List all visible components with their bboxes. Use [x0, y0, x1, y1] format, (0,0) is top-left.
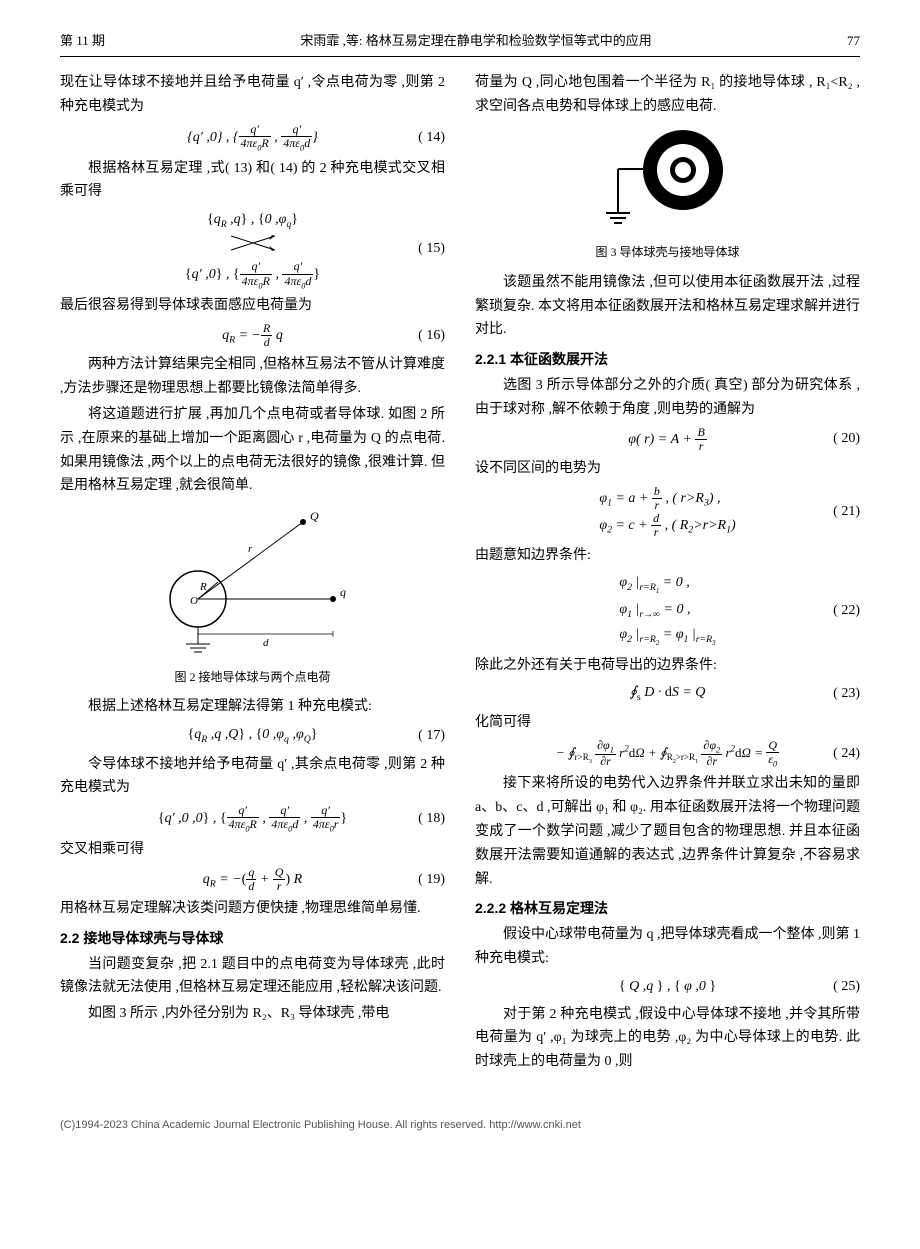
subhead-2-2-2: 2.2.2 格林互易定理法 [475, 897, 860, 921]
label-d: d [263, 637, 269, 649]
equation-21: φ1 = a + br , ( r>R3) , φ2 = c + dr , ( … [475, 485, 860, 540]
subhead-2-2-1: 2.2.1 本征函数展开法 [475, 348, 860, 372]
equation-15: {qR ,q} , {0 ,φq} {q′ ,0} , {q′4πε0R , q… [60, 208, 445, 290]
eqnum: ( 21) [833, 500, 860, 524]
figure-3 [475, 125, 860, 239]
eqnum: ( 16) [418, 324, 445, 348]
figure-2-caption: 图 2 接地导体球与两个点电荷 [60, 667, 445, 687]
cross-icon [223, 234, 283, 252]
eqnum: ( 14) [418, 126, 445, 150]
para: 设不同区间的电势为 [475, 457, 860, 481]
label-R: R [199, 581, 207, 593]
eqnum: ( 20) [833, 427, 860, 451]
para: 当问题变复杂 ,把 2.1 题目中的点电荷变为导体球壳 ,此时镜像法就无法使用 … [60, 953, 445, 1001]
header-title: 宋雨霏 ,等: 格林互易定理在静电学和检验数学恒等式中的应用 [300, 30, 651, 52]
para: 交叉相乘可得 [60, 838, 445, 862]
eqnum: ( 23) [833, 682, 860, 706]
para: 两种方法计算结果完全相同 ,但格林互易法不管从计算难度 ,方法步骤还是物理思想上… [60, 353, 445, 401]
eqnum: ( 17) [418, 724, 445, 748]
right-column: 荷量为 Q ,同心地包围着一个半径为 R₁ 的接地导体球 , R₁<R₂ ,求空… [475, 71, 860, 1076]
para: 该题虽然不能用镜像法 ,但可以使用本征函数展开法 ,过程繁琐复杂. 本文将用本征… [475, 271, 860, 342]
para: 对于第 2 种充电模式 ,假设中心导体球不接地 ,并令其所带电荷量为 q′ ,φ… [475, 1003, 860, 1074]
para: 将这道题进行扩展 ,再加几个点电荷或者导体球. 如图 2 所示 ,在原来的基础上… [60, 403, 445, 498]
para: 假设中心球带电荷量为 q ,把导体球壳看成一个整体 ,则第 1 种充电模式: [475, 923, 860, 971]
para: 选图 3 所示导体部分之外的介质( 真空) 部分为研究体系 ,由于球对称 ,解不… [475, 374, 860, 422]
para: 用格林互易定理解决该类问题方便快捷 ,物理思维简单易懂. [60, 897, 445, 921]
equation-23: ∮s D · dS = Q ( 23) [475, 681, 860, 706]
eqnum: ( 19) [418, 868, 445, 892]
header-pagenum: 77 [847, 30, 860, 52]
eqnum: ( 15) [418, 237, 445, 261]
header-issue: 第 11 期 [60, 30, 105, 52]
para: 由题意知边界条件: [475, 544, 860, 568]
equation-24: − ∮r>R3 ∂φ1∂r r2dΩ + ∮R2>r>R1 ∂φ2∂r r2dΩ… [475, 739, 860, 769]
para: 荷量为 Q ,同心地包围着一个半径为 R₁ 的接地导体球 , R₁<R₂ ,求空… [475, 71, 860, 119]
subhead-2-2: 2.2 接地导体球壳与导体球 [60, 927, 445, 951]
label-q: q [340, 585, 346, 599]
para: 接下来将所设的电势代入边界条件并联立求出未知的量即 a、b、c、d ,可解出 φ… [475, 772, 860, 891]
para: 令导体球不接地并给予电荷量 q′ ,其余点电荷零 ,则第 2 种充电模式为 [60, 753, 445, 801]
figure-2: q Q R O r d [60, 504, 445, 663]
equation-20: φ( r) = A + Br ( 20) [475, 426, 860, 453]
eqnum: ( 18) [418, 807, 445, 831]
figure-3-caption: 图 3 导体球壳与接地导体球 [475, 242, 860, 262]
equation-18: {q′ ,0 ,0} , {q′4πε0R , q′4πε0d , q′4πε0… [60, 804, 445, 834]
page-footer: (C)1994-2023 China Academic Journal Elec… [0, 1116, 920, 1145]
eqnum: ( 24) [833, 742, 860, 766]
para: 除此之外还有关于电荷导出的边界条件: [475, 654, 860, 678]
para: 最后很容易得到导体球表面感应电荷量为 [60, 294, 445, 318]
equation-16: qR = −Rd q ( 16) [60, 322, 445, 349]
equation-19: qR = −(qd + Qr) R ( 19) [60, 866, 445, 893]
label-r: r [248, 543, 253, 555]
equation-17: {qR ,q ,Q} , {0 ,φq ,φQ} ( 17) [60, 723, 445, 748]
para: 如图 3 所示 ,内外径分别为 R₂、R₃ 导体球壳 ,带电 [60, 1002, 445, 1026]
equation-22: φ2 |r=R1 = 0 , φ1 |r→∞ = 0 , φ2 |r=R2 = … [475, 571, 860, 649]
eqnum: ( 22) [833, 599, 860, 623]
para: 现在让导体球不接地并且给予电荷量 q′ ,令点电荷为零 ,则第 2 种充电模式为 [60, 71, 445, 119]
left-column: 现在让导体球不接地并且给予电荷量 q′ ,令点电荷为零 ,则第 2 种充电模式为… [60, 71, 445, 1076]
para: 根据格林互易定理 ,式( 13) 和( 14) 的 2 种充电模式交叉相乘可得 [60, 157, 445, 205]
label-Q: Q [310, 509, 319, 523]
para: 根据上述格林互易定理解法得第 1 种充电模式: [60, 695, 445, 719]
equation-25: { Q ,q } , { φ ,0 } ( 25) [475, 975, 860, 999]
page-header: 第 11 期 宋雨霏 ,等: 格林互易定理在静电学和检验数学恒等式中的应用 77 [60, 30, 860, 57]
para: 化简可得 [475, 711, 860, 735]
equation-14: {q′ ,0} , {q′4πε0R , q′4πε0d} ( 14) [60, 123, 445, 153]
label-O: O [190, 595, 198, 607]
eqnum: ( 25) [833, 975, 860, 999]
